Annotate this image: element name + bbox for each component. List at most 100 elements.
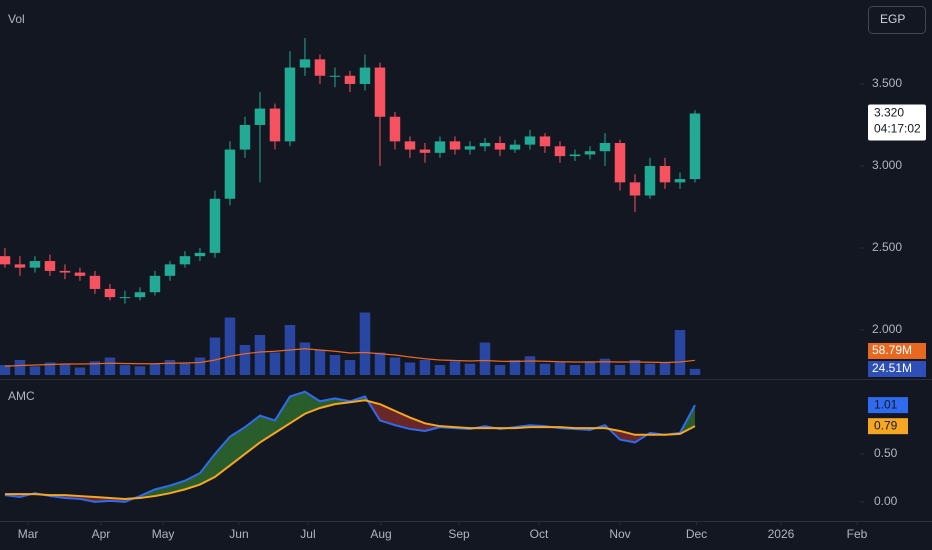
candle-body — [104, 288, 116, 298]
volume-bar — [539, 363, 551, 375]
y-tick-label: 3.000 — [872, 158, 902, 172]
volume-bar — [299, 342, 311, 375]
candle-body — [554, 146, 566, 157]
indicator-badge — [868, 397, 908, 414]
last-price-badge — [868, 104, 926, 141]
volume-bar — [689, 368, 701, 375]
candle-body — [449, 141, 461, 150]
volume-bar — [239, 345, 251, 375]
candle-body — [674, 179, 686, 183]
candle-body — [584, 151, 596, 155]
volume-bar — [59, 363, 71, 375]
volume-bar — [509, 360, 521, 375]
x-tick-label: Jul — [300, 527, 315, 541]
volume-bar — [479, 342, 491, 375]
volume-bar — [344, 360, 356, 375]
volume-badge — [868, 343, 926, 359]
volume-bar — [29, 366, 41, 375]
volume-bar — [404, 362, 416, 375]
fill-band — [259, 415, 275, 443]
fill-band — [214, 436, 230, 477]
candle-body — [0, 256, 11, 265]
candle-body — [209, 198, 221, 253]
x-tick-label: Aug — [370, 527, 391, 541]
candle-body — [689, 113, 701, 180]
volume-bar — [614, 365, 626, 375]
candle-body — [509, 144, 521, 150]
x-tick-label: Mar — [18, 527, 39, 541]
volume-bar — [44, 362, 56, 375]
volume-bar — [419, 360, 431, 375]
candle-body — [479, 143, 491, 147]
volume-bar — [269, 352, 281, 375]
volume-bar — [149, 363, 161, 375]
indicator-badge-label: 0.79 — [874, 418, 898, 432]
x-tick-label: Jun — [229, 527, 248, 541]
candle-body — [44, 261, 56, 271]
candle-body — [119, 297, 131, 299]
candle-body — [29, 261, 41, 268]
volume-bar — [674, 330, 686, 375]
x-tick-label: Oct — [530, 527, 549, 541]
volume-bar — [584, 361, 596, 375]
candle-body — [344, 75, 356, 84]
x-tick-label: Dec — [686, 527, 707, 541]
volume-bar — [434, 365, 446, 375]
candle-body — [599, 143, 611, 152]
candle-body — [494, 143, 506, 150]
candle-body — [464, 146, 476, 150]
volume-bar — [644, 363, 656, 375]
fill-band — [304, 391, 320, 414]
candle-body — [404, 141, 416, 150]
indicator-badge-label: 1.01 — [874, 397, 898, 411]
candle-body — [284, 67, 296, 142]
currency-label[interactable]: EGP — [880, 12, 905, 26]
volume-badge-label: 58.79M — [872, 343, 912, 357]
volume-bar — [494, 365, 506, 375]
volume-bar — [14, 360, 26, 375]
volume-bar — [359, 312, 371, 375]
volume-bar — [554, 362, 566, 375]
volume-bar — [224, 317, 236, 375]
volume-bar — [74, 367, 86, 375]
volume-label: Vol — [8, 12, 25, 26]
candle-body — [314, 59, 326, 76]
candle-body — [329, 75, 341, 77]
volume-bar — [464, 363, 476, 375]
volume-bar — [329, 355, 341, 375]
volume-bar — [629, 360, 641, 375]
volume-bar — [209, 337, 221, 375]
x-tick-label: Sep — [448, 527, 470, 541]
candle-body — [644, 165, 656, 196]
y-tick-label: 2.000 — [872, 322, 902, 336]
fill-band — [394, 410, 410, 430]
volume-bar — [659, 362, 671, 375]
fill-band — [274, 396, 290, 433]
candle-body — [239, 124, 251, 150]
x-tick-label: Nov — [609, 527, 630, 541]
x-tick-label: May — [152, 527, 175, 541]
x-tick-label: Apr — [92, 527, 111, 541]
candle-body — [614, 143, 626, 183]
volume-bar — [374, 352, 386, 375]
volume-bar — [599, 358, 611, 375]
volume-ma-line — [4, 348, 696, 367]
volume-bar — [0, 365, 11, 375]
candle-body — [539, 136, 551, 147]
volume-bar — [104, 357, 116, 375]
fill-band — [199, 453, 215, 485]
candle-body — [629, 182, 641, 196]
volume-bar — [569, 365, 581, 375]
candle-body — [179, 256, 191, 265]
volume-bar — [194, 357, 206, 375]
volume-bar — [314, 350, 326, 375]
candle-body — [419, 149, 431, 153]
candle-body — [299, 59, 311, 68]
y-tick-label: 3.500 — [872, 76, 902, 90]
currency-button[interactable] — [868, 6, 926, 34]
candle-body — [224, 149, 236, 199]
volume-bar — [119, 365, 131, 375]
candle-body — [14, 264, 26, 268]
